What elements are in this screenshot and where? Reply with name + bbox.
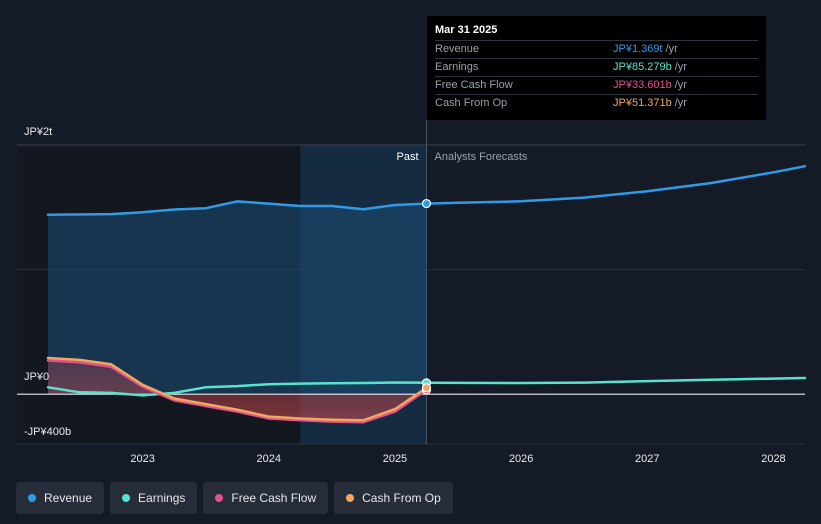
x-tick-label: 2028 <box>761 453 785 465</box>
tooltip-date: Mar 31 2025 <box>435 24 498 36</box>
series-line-free-cash-flow <box>46 359 428 424</box>
tooltip-row-free-cash-flow: Free Cash Flow JP¥33.601b /yr <box>435 76 758 94</box>
legend-label: Cash From Op <box>362 491 441 505</box>
revenue-area <box>48 201 427 395</box>
tooltip-label: Revenue <box>435 43 480 55</box>
chart-legend: Revenue Earnings Free Cash Flow Cash Fro… <box>16 482 453 514</box>
tooltip-value: JP¥33.601b <box>613 79 672 91</box>
tooltip-value: JP¥1.369t <box>613 43 663 55</box>
tooltip-unit: /yr <box>674 61 687 73</box>
y-tick-label-bottom: -JP¥400b <box>24 426 72 438</box>
legend-item-free-cash-flow[interactable]: Free Cash Flow <box>203 482 329 514</box>
series-line-earnings <box>46 376 807 397</box>
hover-point-cash-from-op <box>421 383 432 393</box>
tooltip-label: Cash From Op <box>435 97 508 109</box>
x-tick-label: 2024 <box>257 453 281 465</box>
x-tick-label: 2025 <box>383 453 407 465</box>
tooltip-unit: /yr <box>674 97 687 109</box>
tooltip-row-revenue: Revenue JP¥1.369t /yr <box>435 40 758 58</box>
legend-dot-icon <box>122 494 131 502</box>
legend-label: Earnings <box>138 491 186 505</box>
series-line-cash-from-op <box>46 356 428 422</box>
x-tick-label: 2026 <box>509 453 533 465</box>
cash-flow-area <box>48 358 427 421</box>
y-tick-label-top: JP¥2t <box>24 126 53 138</box>
hover-point-revenue <box>421 198 432 209</box>
legend-item-earnings[interactable]: Earnings <box>110 482 198 514</box>
legend-dot-icon <box>215 494 224 502</box>
y-tick-label-zero: JP¥0 <box>24 371 50 383</box>
legend-dot-icon <box>346 494 355 502</box>
x-tick-label: 2023 <box>130 453 154 465</box>
legend-item-cash-from-op[interactable]: Cash From Op <box>334 482 453 514</box>
legend-item-revenue[interactable]: Revenue <box>16 482 105 514</box>
forecast-label: Analysts Forecasts <box>435 151 528 163</box>
tooltip-label: Free Cash Flow <box>435 79 513 91</box>
tooltip-row-earnings: Earnings JP¥85.279b /yr <box>435 58 758 76</box>
tooltip-unit: /yr <box>674 79 687 91</box>
legend-dot-icon <box>28 494 36 502</box>
legend-label: Revenue <box>44 491 93 505</box>
tooltip-row-cash-from-op: Cash From Op JP¥51.371b /yr <box>435 94 758 112</box>
x-tick-label: 2027 <box>635 453 659 465</box>
tooltip-value: JP¥51.371b <box>613 97 672 109</box>
tooltip-unit: /yr <box>665 43 678 55</box>
tooltip-value: JP¥85.279b <box>613 61 672 73</box>
series-line-revenue <box>46 164 807 217</box>
tooltip-label: Earnings <box>435 61 479 73</box>
past-label: Past <box>396 151 418 163</box>
legend-label: Free Cash Flow <box>231 491 317 505</box>
hover-tooltip: Mar 31 2025 Revenue JP¥1.369t /yr Earnin… <box>427 16 766 120</box>
